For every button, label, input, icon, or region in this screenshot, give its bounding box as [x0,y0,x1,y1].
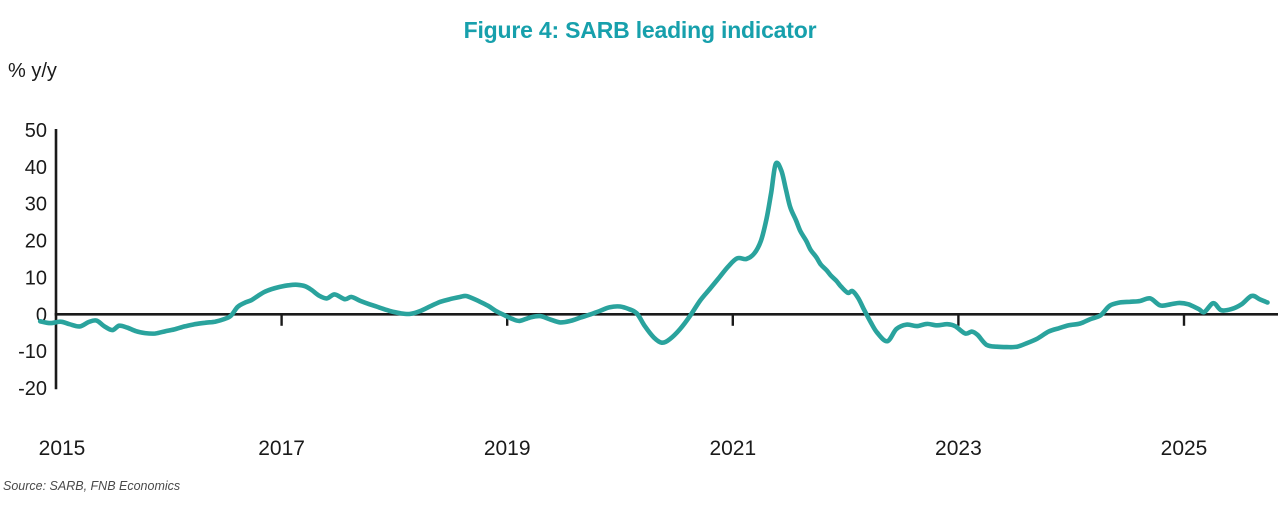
x-tick-label: 2017 [258,437,305,460]
y-tick-label: 20 [25,231,47,253]
x-tick-label: 2015 [39,437,86,460]
y-tick-label: 30 [25,194,47,216]
x-tick-label: 2025 [1161,437,1208,460]
x-tick-label: 2023 [935,437,982,460]
y-tick-label: 50 [25,120,47,142]
source-note: Source: SARB, FNB Economics [3,479,181,493]
y-tick-label: 10 [25,267,47,289]
y-tick-label: 0 [36,304,47,326]
y-tick-label: -10 [18,341,47,363]
y-axis-unit-label: % y/y [8,60,57,82]
data-line-series [37,160,1270,350]
x-tick-label: 2019 [484,437,531,460]
y-tick-label: 40 [25,157,47,179]
x-tick-label: 2021 [709,437,756,460]
chart-title: Figure 4: SARB leading indicator [463,17,817,43]
y-tick-label: -20 [18,378,47,400]
